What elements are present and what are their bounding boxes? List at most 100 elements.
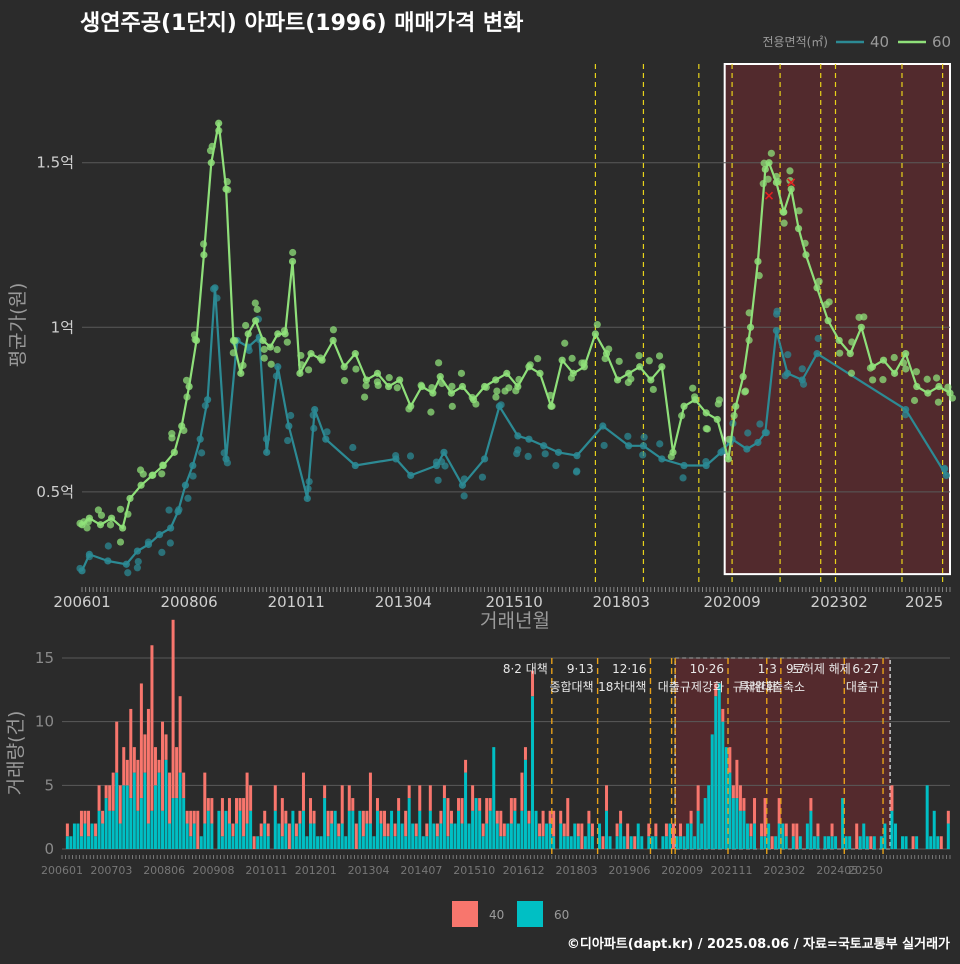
volume-bar-60 — [827, 836, 831, 849]
data-point-40 — [573, 467, 581, 475]
data-point-60 — [283, 338, 291, 346]
data-point-60 — [273, 346, 281, 354]
volume-x-tick-label: 201906 — [608, 864, 650, 877]
volume-bar-60 — [108, 810, 112, 849]
volume-bar-40 — [721, 708, 725, 722]
volume-bar-40 — [115, 721, 119, 773]
data-point-40 — [351, 461, 359, 470]
data-point-60 — [615, 357, 623, 365]
volume-bar-60 — [559, 823, 563, 849]
volume-bar-60 — [502, 836, 506, 849]
volume-bar-60 — [488, 810, 492, 849]
data-point-60 — [116, 538, 125, 546]
volume-bar-60 — [122, 785, 126, 849]
volume-bar-60 — [904, 836, 908, 849]
data-point-60 — [836, 349, 844, 357]
data-point-40 — [287, 411, 295, 420]
data-point-60 — [266, 343, 274, 351]
data-point-40 — [784, 351, 792, 359]
volume-bar-60 — [636, 823, 640, 849]
volume-bar-40 — [210, 798, 214, 824]
data-point-60 — [923, 375, 931, 383]
data-point-60 — [761, 165, 769, 173]
volume-bar-60 — [661, 836, 665, 849]
volume-bar-60 — [629, 836, 633, 849]
volume-bar-40 — [777, 798, 781, 824]
volume-bar-40 — [168, 772, 172, 824]
volume-bar-40 — [235, 798, 239, 824]
volume-bar-60 — [872, 836, 876, 849]
volume-bar-60 — [675, 836, 679, 849]
volume-bar-40 — [654, 823, 658, 837]
data-point-60 — [501, 387, 509, 395]
volume-bar-40 — [129, 708, 133, 799]
volume-bar-60 — [865, 836, 869, 849]
volume-bar-60 — [721, 721, 725, 849]
data-point-40 — [901, 411, 910, 419]
volume-bar-60 — [69, 836, 73, 849]
volume-bar-60 — [619, 823, 623, 849]
volume-bar-40 — [309, 798, 313, 824]
data-point-40 — [773, 307, 781, 315]
data-point-60 — [448, 382, 456, 390]
volume-bar-40 — [354, 823, 358, 849]
data-point-40 — [304, 485, 312, 493]
volume-bar-60 — [358, 810, 362, 849]
volume-bar-60 — [566, 836, 570, 849]
data-point-40 — [640, 433, 648, 441]
volume-bar-60 — [224, 810, 228, 849]
volume-bar-60 — [340, 823, 344, 849]
volume-bar-60 — [534, 810, 538, 849]
volume-bar-60 — [689, 823, 693, 849]
data-point-40 — [311, 405, 319, 414]
volume-bar-60 — [573, 823, 577, 849]
data-point-40 — [624, 432, 632, 440]
data-point-60 — [913, 382, 921, 391]
data-point-60 — [534, 355, 542, 363]
data-point-40 — [203, 396, 212, 404]
data-point-40 — [309, 411, 317, 419]
data-point-40 — [540, 442, 548, 450]
data-point-60 — [468, 393, 476, 402]
volume-bar-60 — [189, 836, 193, 849]
volume-bar-40 — [397, 798, 401, 811]
volume-bar-40 — [206, 798, 210, 811]
volume-bar-40 — [552, 810, 556, 837]
volume-bar-60 — [925, 785, 929, 849]
data-point-40 — [772, 326, 781, 335]
volume-bar-60 — [136, 810, 140, 849]
volume-bar-60 — [545, 823, 549, 849]
volume-bar-40 — [890, 785, 894, 811]
data-point-60 — [835, 336, 843, 345]
data-point-60 — [83, 524, 91, 532]
data-point-60 — [645, 357, 653, 365]
data-point-60 — [558, 356, 566, 364]
data-point-40 — [599, 422, 607, 430]
volume-bar-40 — [361, 810, 365, 837]
data-point-60 — [237, 369, 245, 377]
volume-bar-60 — [333, 810, 337, 849]
data-point-60 — [149, 471, 157, 479]
data-point-60 — [428, 383, 436, 392]
volume-bar-60 — [915, 836, 919, 849]
data-point-60 — [137, 481, 145, 489]
volume-bar-40 — [939, 836, 943, 849]
volume-bar-40 — [161, 721, 165, 811]
volume-bar-40 — [449, 810, 453, 824]
volume-bar-60 — [182, 798, 186, 849]
volume-bar-40 — [731, 785, 735, 799]
volume-bar-60 — [273, 810, 277, 849]
volume-bar-40 — [104, 785, 108, 799]
data-point-60 — [725, 435, 733, 443]
data-point-60 — [847, 369, 856, 377]
data-point-60 — [732, 402, 740, 410]
volume-bar-60 — [125, 785, 129, 849]
data-point-60 — [436, 373, 444, 381]
data-point-60 — [229, 349, 237, 357]
volume-y-tick-label: 15 — [35, 649, 54, 667]
data-point-60 — [702, 409, 710, 417]
volume-bar-40 — [284, 810, 288, 824]
data-point-40 — [458, 481, 467, 489]
data-point-60 — [869, 376, 877, 384]
x-tick-label: 201803 — [593, 593, 650, 611]
